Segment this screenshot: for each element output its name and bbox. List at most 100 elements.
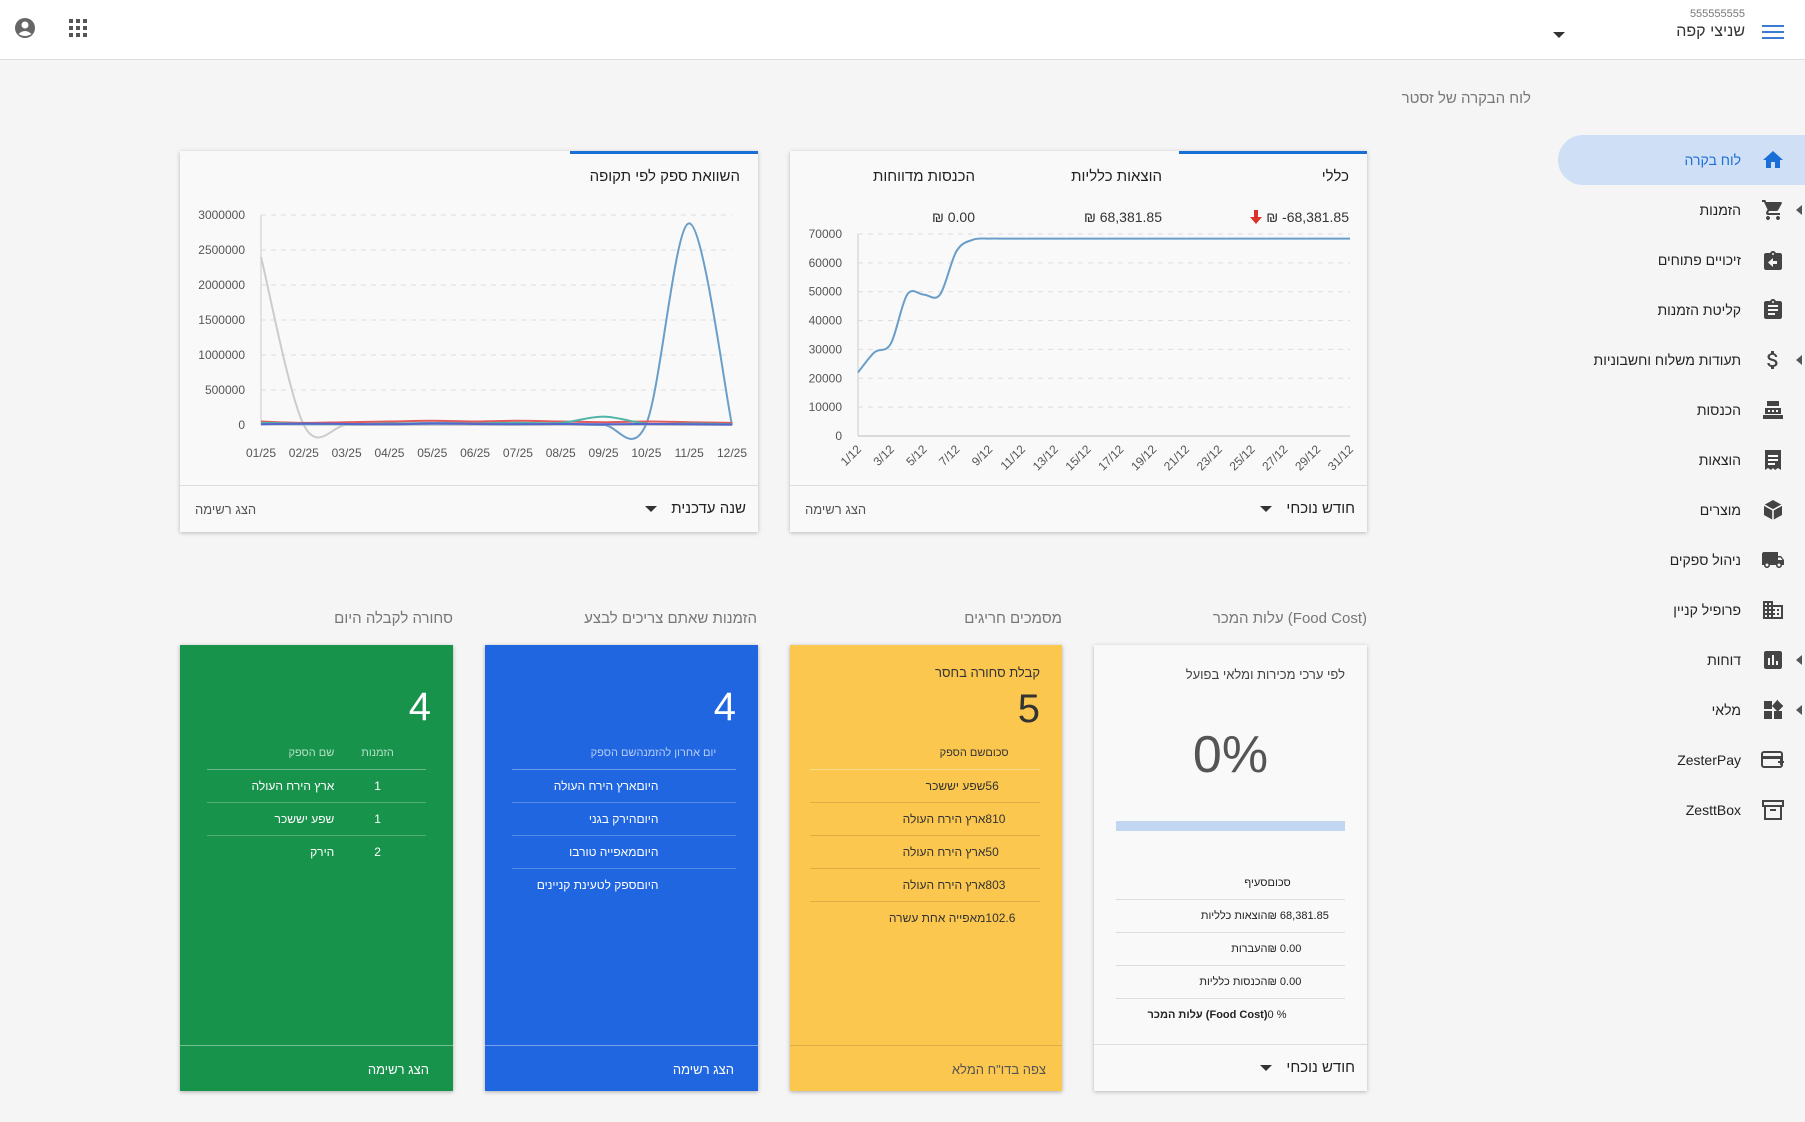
apps-grid-icon[interactable] [66,16,90,40]
row-value: היום [636,835,736,869]
table-row[interactable]: ארץ הירח העולה היום [512,769,736,803]
account-circle-icon[interactable] [12,15,38,41]
row-value: היום [636,877,659,892]
table-row[interactable]: מאפייה אחת עשרה 102.6 [810,901,1040,934]
goods-today-card[interactable]: 4 שם הספק הזמנות ארץ הירח העולה 1 שפע יששכ… [180,645,453,1091]
card-footer: הצג רשימה [485,1045,758,1091]
sidebar-item-zesterpay[interactable]: ZesterPay [1558,735,1805,785]
table-row[interactable]: הירק בגני היום [512,802,736,836]
missing-docs-subtitle: קבלת סחורה בחסר [935,665,1040,680]
hamburger-icon[interactable] [1759,18,1787,46]
table-row[interactable]: ארץ הירח העולה 810 [810,802,1040,836]
table-header-row: שם הספק יום אחרון להזמנה [512,737,736,770]
table-row[interactable]: ארץ הירח העולה 50 [810,835,1040,869]
sidebar-item-label: הכנסות [1696,402,1741,418]
dollar-icon [1767,351,1778,369]
sidebar-item-open-credits[interactable]: זיכויים פתוחים [1558,235,1805,285]
period-dropdown-label: חודש נוכחי [1286,500,1355,517]
income-value: ₪ 0.00 [931,209,975,225]
full-report-link[interactable]: צפה בדו"ח המלא [951,1062,1046,1077]
sidebar-item-order-intake[interactable]: קליטת הזמנות [1558,285,1805,335]
x-tick-label: 9/12 [969,442,996,469]
col-header-supplier: שם הספק [512,737,637,770]
food-cost-table: סעיף סכום הוצאות כלליות ₪ 68,381.85 העבר… [1116,867,1345,1031]
cashflow-card: כללי הוצאות כלליות הכנסות מדווחות ₪ -68,… [790,151,1367,532]
supplier-comparison-title[interactable]: השוואת ספק לפי תקופה [589,167,740,185]
page-title: לוח הבקרה של זסטר [1401,90,1531,107]
cashflow-line-chart: 0 10000 20000 30000 40000 50000 60000 70000 1/12… [809,227,1357,473]
sidebar-item-delivery-invoices[interactable]: תעודות משלוח וחשבוניות [1558,335,1805,385]
general-value-text: ₪ -68,381.85 [1266,209,1349,225]
period-dropdown[interactable]: חודש נוכחי [1260,1059,1355,1076]
y-tick-label: 30000 [809,342,843,356]
archive-icon [1762,800,1784,820]
tab-general[interactable]: כללי [1321,167,1349,185]
tab-general-expenses[interactable]: הוצאות כלליות [1071,167,1162,185]
cash-register-icon [1763,401,1783,419]
table-row: הכנסות כלליות ₪ 0.00 [1116,965,1345,998]
table-row[interactable]: שפע יששכר 1 [207,802,426,836]
orders-todo-table: שם הספק יום אחרון להזמנה ארץ הירח העולה הי… [512,737,736,901]
table-row[interactable]: ארץ הירח העולה 803 [810,868,1040,902]
row-value: היום [636,802,736,836]
show-list-link[interactable]: הצג רשימה [805,502,867,517]
missing-docs-card[interactable]: קבלת סחורה בחסר 5 שם הספק סכום שפע יששכר 5… [790,645,1062,1091]
cart-icon [1762,200,1782,220]
sidebar-item-reports[interactable]: דוחות [1558,635,1805,685]
x-tick-label: 12/25 [717,446,747,460]
period-dropdown-label: שנה עדכנית [671,500,746,517]
sidebar-item-label: מלאי [1711,702,1741,718]
business-dropdown-caret-icon[interactable] [1550,28,1568,42]
x-tick-label: 05/25 [417,446,447,460]
row-supplier: ארץ הירח העולה [810,835,986,869]
x-tick-label: 10/25 [631,446,661,460]
x-tick-label: 11/12 [998,442,1029,473]
table-row[interactable]: מאפייה טורבו היום [512,835,736,869]
sidebar-item-label: מוצרים [1699,502,1741,518]
card-footer: חודש נוכחי הצג רשימה [790,485,1367,532]
table-header-row: סעיף סכום [1116,867,1345,899]
series-line [260,419,733,424]
table-row[interactable]: הירק 2 [207,835,426,868]
sidebar-item-buyer-profile[interactable]: פרופיל קניין [1558,585,1805,635]
sidebar-item-dashboard[interactable]: לוח בקרה [1558,135,1805,185]
orders-todo-card[interactable]: 4 שם הספק יום אחרון להזמנה ארץ הירח העולה… [485,645,758,1091]
table-total-row: עלות המכר (Food Cost) 0 % [1116,998,1345,1031]
y-tick-label: 0 [238,418,245,432]
period-dropdown[interactable]: חודש נוכחי [1260,500,1355,517]
sidebar-item-zesttbox[interactable]: ZesttBox [1558,785,1805,835]
period-dropdown[interactable]: שנה עדכנית [645,500,746,517]
series-line [260,422,733,426]
table-row[interactable]: שפע יששכר 56 [810,769,1040,803]
x-tick-label: 21/12 [1161,442,1192,473]
show-list-link[interactable]: הצג רשימה [672,1062,734,1077]
sidebar-item-products[interactable]: מוצרים [1558,485,1805,535]
table-row[interactable]: ארץ הירח העולה 1 [207,769,426,803]
sidebar-item-orders[interactable]: הזמנות [1558,185,1805,235]
show-list-link[interactable]: הצג רשימה [195,502,257,517]
food-cost-progress-bar [1116,821,1345,831]
sidebar-item-inventory[interactable]: מלאי [1558,685,1805,735]
total-value: 0 % [1267,1008,1287,1021]
sidebar-item-income[interactable]: הכנסות [1558,385,1805,435]
sidebar-item-suppliers[interactable]: ניהול ספקים [1558,535,1805,585]
sidebar-item-label: פרופיל קניין [1673,602,1741,618]
row-value: ₪ 0.00 [1267,975,1302,988]
table-row[interactable]: ספק לטעינת קניינים היום [512,868,736,901]
active-tab-indicator [570,151,758,154]
tab-reported-income[interactable]: הכנסות מדווחות [872,167,975,185]
x-tick-label: 03/25 [332,446,362,460]
box-icon [1763,500,1783,520]
business-selector[interactable]: 555555555 שניצי קפה [1676,8,1745,41]
x-tick-label: 27/12 [1259,442,1290,473]
y-tick-label: 2000000 [198,278,245,292]
receipt-icon [1765,450,1781,470]
row-supplier: מאפייה אחת עשרה [888,910,986,925]
row-supplier: ספק לטעינת קניינים [536,877,637,892]
x-tick-label: 04/25 [374,446,404,460]
row-value: 810 [985,802,1040,836]
show-list-link[interactable]: הצג רשימה [367,1062,429,1077]
x-tick-label: 13/12 [1030,442,1061,473]
row-value: ₪ 0.00 [1267,942,1302,955]
sidebar-item-expenses[interactable]: הוצאות [1558,435,1805,485]
